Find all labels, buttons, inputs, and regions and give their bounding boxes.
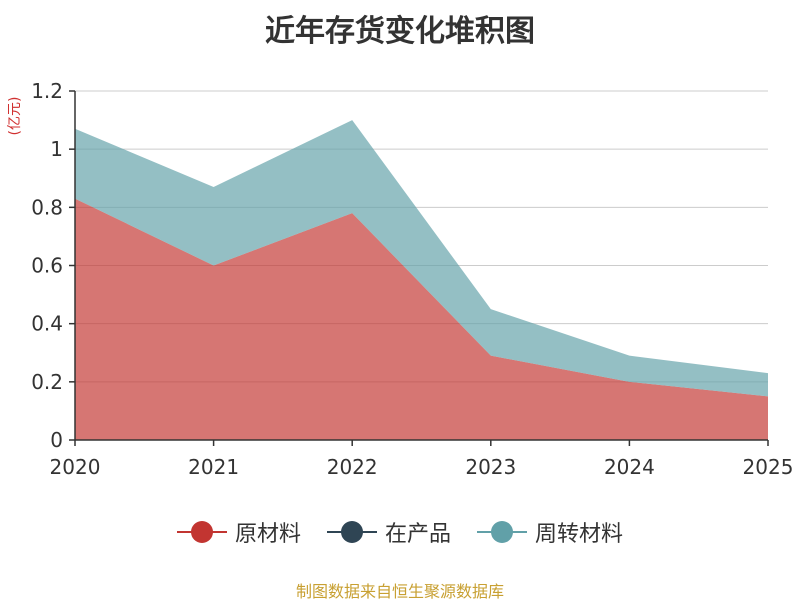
- area-series-2: [75, 120, 768, 397]
- y-tick-label: 0.2: [31, 370, 63, 394]
- y-tick-label: 0.4: [31, 312, 63, 336]
- y-tick-label: 0.6: [31, 254, 63, 278]
- chart-legend: 原材料 在产品 周转材料: [0, 516, 800, 548]
- legend-marker-icon: [326, 520, 377, 544]
- area-series-0: [75, 198, 768, 440]
- x-tick-label: 2022: [327, 455, 378, 479]
- unit-label: (亿元): [7, 97, 23, 136]
- source-note: 制图数据来自恒生聚源数据库: [295, 582, 504, 601]
- chart-title: 近年存货变化堆积图: [265, 14, 535, 49]
- legend-marker-icon: [477, 520, 527, 544]
- legend-label: 在产品: [384, 522, 451, 547]
- y-tick-label: 1: [50, 137, 63, 161]
- legend-item[interactable]: 周转材料: [477, 516, 623, 548]
- x-tick-label: 2020: [50, 455, 101, 479]
- x-tick-label: 2021: [188, 455, 239, 479]
- legend-item[interactable]: 在产品: [326, 516, 451, 548]
- y-tick-label: 1.2: [31, 79, 63, 103]
- x-tick-label: 2025: [743, 455, 794, 479]
- legend-item[interactable]: 原材料: [176, 516, 301, 548]
- legend-label: 周转材料: [535, 522, 624, 547]
- y-tick-label: 0: [50, 428, 63, 452]
- legend-marker-icon: [176, 520, 227, 544]
- y-tick-label: 0.8: [31, 195, 63, 219]
- legend-label: 原材料: [234, 522, 301, 547]
- x-tick-label: 2023: [465, 455, 516, 479]
- x-tick-label: 2024: [604, 455, 655, 479]
